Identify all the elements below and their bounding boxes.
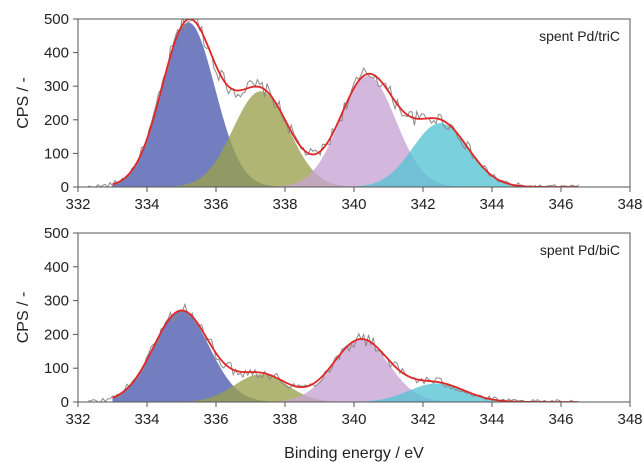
y-tick-label: 300 — [44, 293, 69, 310]
raw-spectrum-line — [88, 19, 579, 187]
x-tick-label: 346 — [548, 196, 573, 213]
y-tick-label: 100 — [44, 360, 69, 377]
x-tick-label: 336 — [203, 196, 228, 213]
x-tick-label: 332 — [65, 411, 90, 428]
envelope-fit-line — [112, 309, 579, 402]
x-tick-label: 342 — [410, 411, 435, 428]
panel-label: spent Pd/triC — [539, 28, 620, 44]
x-tick-label: 336 — [203, 411, 228, 428]
y-tick-label: 400 — [44, 259, 69, 276]
x-tick-label: 334 — [134, 411, 159, 428]
peak-component-3 — [112, 339, 579, 402]
panel-2: 332 334 336 338 340 342 344 346 348 0 100 200 300 400… — [15, 225, 643, 428]
y-tick-label: 500 — [44, 11, 69, 28]
y-axis-label: CPS / - — [15, 292, 32, 344]
plot-area — [88, 302, 579, 402]
y-tick-label: 400 — [44, 45, 69, 62]
x-tick-label: 342 — [410, 196, 435, 213]
panel-1: 332 334 336 338 340 342 344 346 348 0 100 200 300 400… — [15, 11, 643, 213]
x-tick-label: 348 — [617, 411, 642, 428]
x-tick-label: 346 — [548, 411, 573, 428]
panel-label: spent Pd/biC — [540, 242, 620, 258]
peak-component-2 — [112, 374, 579, 402]
peak-component-2 — [112, 91, 579, 187]
peak-component-1 — [112, 310, 579, 402]
plot-area — [88, 19, 579, 187]
x-tick-label: 340 — [341, 196, 366, 213]
y-tick-label: 200 — [44, 112, 69, 129]
peak-component-4 — [112, 123, 579, 187]
y-tick-label: 300 — [44, 78, 69, 95]
x-tick-label: 334 — [134, 196, 159, 213]
x-tick-label: 344 — [479, 196, 504, 213]
x-tick-label: 338 — [272, 411, 297, 428]
x-tick-label: 348 — [617, 196, 642, 213]
x-tick-label: 338 — [272, 196, 297, 213]
y-tick-label: 100 — [44, 145, 69, 162]
y-tick-label: 0 — [61, 179, 69, 196]
y-tick-label: 0 — [61, 394, 69, 411]
y-tick-label: 200 — [44, 326, 69, 343]
x-axis-label: Binding energy / eV — [284, 445, 424, 462]
x-tick-label: 340 — [341, 411, 366, 428]
peak-component-4 — [112, 383, 579, 402]
peak-component-3 — [112, 76, 579, 187]
envelope-fit-line — [112, 19, 579, 187]
x-tick-label: 344 — [479, 411, 504, 428]
y-tick-label: 500 — [44, 225, 69, 242]
y-axis-label: CPS / - — [15, 77, 32, 129]
x-tick-label: 332 — [65, 196, 90, 213]
